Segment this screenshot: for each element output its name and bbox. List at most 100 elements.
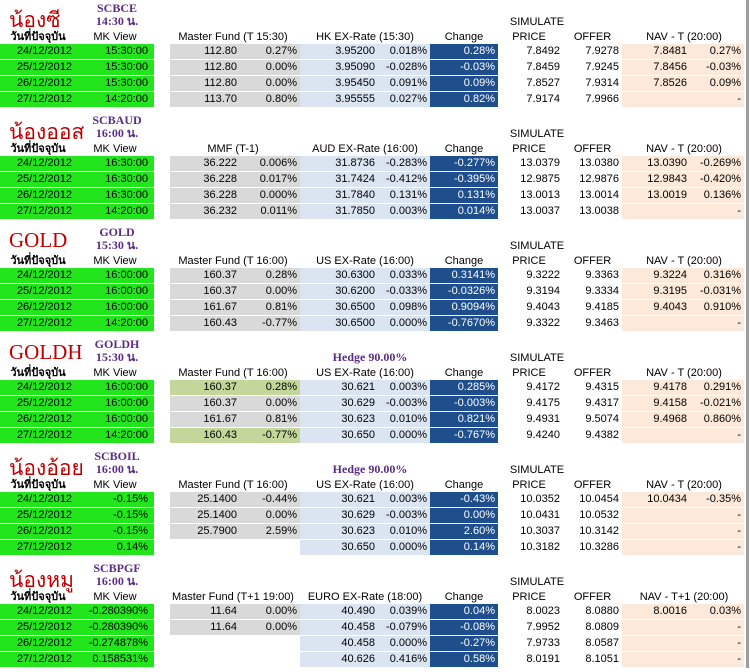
fund-nickname: GOLD	[9, 228, 68, 252]
nav-value-cell	[622, 428, 690, 443]
change-header: Change	[444, 479, 484, 491]
mk-view-cell: 0.158531%	[76, 652, 154, 667]
fx-rate-cell: 31.8736	[300, 156, 378, 171]
fx-change-cell: 0.010%	[378, 412, 430, 427]
fund-change-cell: 0.00%	[240, 508, 300, 523]
fund-value-cell: 112.80	[170, 60, 240, 75]
fund-change-cell: 0.00%	[240, 60, 300, 75]
nav-value-cell: 9.4043	[622, 300, 690, 315]
nav-change-cell: -0.021%	[690, 396, 744, 411]
fund-value-cell: 112.80	[170, 76, 240, 91]
change-cell: 0.00%	[430, 508, 498, 523]
simulate-label: SIMULATE	[509, 464, 565, 476]
date-header: วันที่ปัจจุบัน	[10, 143, 66, 155]
fund-section: น้องหมู SCBPGF 16:00 น. SIMULATE วันที่ปัจจุ…	[0, 560, 750, 672]
fx-change-cell: 0.027%	[378, 92, 430, 107]
fund-change-cell: 0.017%	[240, 172, 300, 187]
price-cell: 9.4172	[526, 381, 560, 393]
nav-change-cell: -	[690, 428, 744, 443]
offer-cell: 9.4382	[585, 429, 619, 441]
price-cell: 12.9875	[520, 173, 560, 185]
fund-value-cell	[170, 636, 240, 651]
nav-value-cell	[622, 92, 690, 107]
fx-change-cell: 0.091%	[378, 76, 430, 91]
nav-value-cell	[622, 540, 690, 555]
price-cell: 9.4240	[526, 429, 560, 441]
nav-change-cell: -	[690, 636, 744, 651]
mk-view-cell: 15:30:00	[76, 44, 154, 59]
mk-view-cell: -0.15%	[76, 524, 154, 539]
price-cell: 7.8459	[526, 61, 560, 73]
mk-view-header: MK View	[93, 591, 137, 603]
price-cell: 10.3037	[520, 525, 560, 537]
date-cell: 27/12/2012	[0, 652, 76, 667]
fx-change-cell: -0.003%	[378, 508, 430, 523]
nav-value-cell	[622, 316, 690, 331]
offer-header: OFFER	[573, 143, 612, 155]
date-header: วันที่ปัจจุบัน	[10, 367, 66, 379]
fx-change-cell: 0.000%	[378, 428, 430, 443]
fund-code: SCBCE	[96, 1, 137, 15]
simulate-label: SIMULATE	[509, 240, 565, 252]
change-cell: 2.60%	[430, 524, 498, 539]
fund-change-cell: 0.000%	[240, 188, 300, 203]
mk-view-cell: 16:00:00	[76, 396, 154, 411]
mk-view-cell: -0.280390%	[76, 620, 154, 635]
fund-header: Master Fund (T 16:00)	[178, 479, 288, 491]
nav-value-cell: 9.3195	[622, 284, 690, 299]
mk-view-cell: 14:20:00	[76, 316, 154, 331]
cutoff-time: 15:30 น.	[95, 238, 139, 252]
fund-header: Master Fund (T+1 19:00)	[172, 591, 294, 603]
offer-cell: 9.3363	[585, 269, 619, 281]
change-cell: -0.003%	[430, 396, 498, 411]
offer-cell: 8.0809	[585, 621, 619, 633]
fx-change-cell: -0.079%	[378, 620, 430, 635]
price-cell: 10.0352	[520, 493, 560, 505]
nav-change-cell: -0.03%	[690, 60, 744, 75]
fx-rate-cell: 40.458	[300, 636, 378, 651]
fund-value-cell: 36.228	[170, 188, 240, 203]
nav-change-cell: 0.09%	[690, 76, 744, 91]
table-row: 26/12/2012 -0.15% 25.7900 2.59% 30.623 0.010%…	[0, 524, 750, 539]
fx-change-cell: 0.039%	[378, 604, 430, 619]
change-cell: -0.277%	[430, 156, 498, 171]
price-cell: 9.4043	[526, 301, 560, 313]
date-cell: 25/12/2012	[0, 396, 76, 411]
fund-change-cell: -0.77%	[240, 428, 300, 443]
fund-change-cell: 0.81%	[240, 412, 300, 427]
change-cell: 0.014%	[430, 204, 498, 219]
fx-change-cell: 0.000%	[378, 636, 430, 651]
change-cell: -0.7670%	[430, 316, 498, 331]
hedge-ratio: Hedge 90.00%	[332, 350, 408, 364]
price-cell: 7.9174	[526, 93, 560, 105]
fx-change-cell: 0.003%	[378, 380, 430, 395]
mk-view-cell: 16:00:00	[76, 412, 154, 427]
fund-value-cell: 160.37	[170, 284, 240, 299]
mk-view-cell: 14:20:00	[76, 428, 154, 443]
fx-rate-cell: 40.490	[300, 604, 378, 619]
fx-rate-cell: 30.6200	[300, 284, 378, 299]
price-header: PRICE	[512, 367, 546, 379]
mk-view-cell: 16:30:00	[76, 172, 154, 187]
table-row: 27/12/2012 14:20:00 160.43 -0.77% 30.650 0.00…	[0, 428, 750, 443]
fund-section: น้องออส SCBAUD 16:00 น. SIMULATE วันที่ปัจจุ…	[0, 112, 750, 224]
fund-section: GOLD GOLD 15:30 น. SIMULATE วันที่ปัจจุบัน MK…	[0, 224, 750, 336]
fund-value-cell: 25.7900	[170, 524, 240, 539]
offer-cell: 10.0454	[579, 493, 619, 505]
price-cell: 7.9733	[526, 637, 560, 649]
table-row: 24/12/2012 16:30:00 36.222 0.006% 31.8736 -0.…	[0, 156, 750, 171]
date-cell: 27/12/2012	[0, 428, 76, 443]
fx-change-cell: 0.416%	[378, 652, 430, 667]
offer-cell: 7.9245	[585, 61, 619, 73]
fund-value-cell: 160.43	[170, 428, 240, 443]
mk-view-cell: 14:20:00	[76, 204, 154, 219]
date-cell: 24/12/2012	[0, 380, 76, 395]
offer-header: OFFER	[573, 591, 612, 603]
offer-cell: 9.3463	[585, 317, 619, 329]
nav-value-cell: 10.0434	[622, 492, 690, 507]
date-cell: 25/12/2012	[0, 620, 76, 635]
fx-rate-cell: 3.95450	[300, 76, 378, 91]
cutoff-time: 14:30 น.	[95, 14, 139, 28]
table-row: 26/12/2012 15:30:00 112.80 0.00% 3.95450 0.09…	[0, 76, 750, 91]
table-row: 26/12/2012 16:00:00 161.67 0.81% 30.6500 0.09…	[0, 300, 750, 315]
